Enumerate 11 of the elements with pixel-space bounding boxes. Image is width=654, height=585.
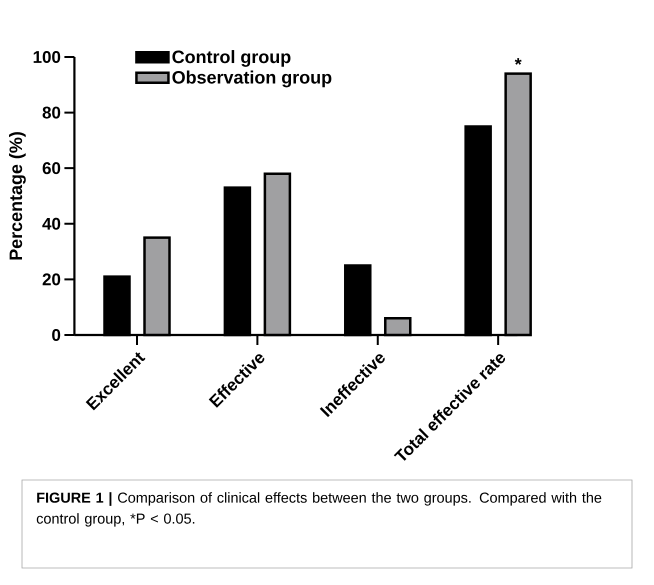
annotation: * <box>514 58 522 65</box>
y-axis-title: Percentage (%) <box>8 132 26 260</box>
y-tick-label: 20 <box>42 273 60 286</box>
y-tick-label: 100 <box>34 50 60 63</box>
y-tick-label: 80 <box>42 106 60 119</box>
legend-label: Control group <box>172 50 290 67</box>
y-tick-label: 0 <box>52 328 60 341</box>
y-tick-label: 40 <box>42 218 60 230</box>
text: FIGURE 1 | Comparison of clinical effects between the two groups. Compared with the control group, *P < 0.05. <box>36 492 602 527</box>
legend-label: Observation group <box>172 70 332 88</box>
y-tick-label: 60 <box>42 162 60 174</box>
